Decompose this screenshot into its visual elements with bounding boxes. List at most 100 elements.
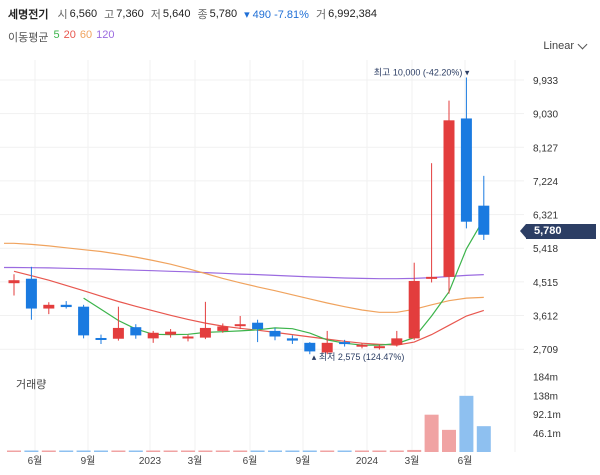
ma60-label: 60 [79,29,93,41]
change-value: ▾ 490 -7.81% [244,8,309,21]
volume-bar [459,395,474,452]
candle-body [95,337,107,340]
y-tick-label: 7,224 [533,177,558,188]
volume-bar [476,426,491,452]
open-value: 6,560 [69,8,98,20]
y-tick-label: 8,127 [533,143,558,154]
candle-body [217,326,229,331]
volume-bar [320,450,335,452]
candle-body [60,304,72,308]
candle-body [199,327,211,338]
candle-body [252,322,264,330]
stock-name[interactable]: 세명전기 [8,9,49,21]
y-tick-label: 9,030 [533,110,558,121]
ma120-line [4,266,484,280]
candle-body [286,338,298,341]
candle-body [234,324,246,327]
volume-bar [94,450,108,452]
candle-body [25,278,37,309]
volume-tick-label: 184m [533,373,558,384]
moving-average-legend[interactable]: 이동평균 5 20 60 120 [8,29,114,45]
x-tick-label: 6월 [243,455,258,467]
scale-label: Linear [543,40,574,52]
volume-bar [372,450,387,452]
candle-body [339,342,351,345]
volume-title: 거래량 [16,379,47,391]
x-tick-label: 2023 [139,456,162,467]
ma20-label: 20 [63,29,76,41]
volume-bar [146,450,161,452]
ma120-label: 120 [96,29,115,41]
volume-tick-label: 92.1m [533,410,561,421]
volume-bar [24,450,39,452]
x-tick-label: 6월 [28,455,43,467]
candle-body [78,306,90,336]
ma60-line [4,242,484,313]
y-tick-label: 4,515 [533,278,558,289]
volume-bar [285,450,300,452]
high-value: 7,360 [116,8,144,20]
volume-bar [250,450,265,452]
candle-body [478,205,490,235]
volume-bar [355,450,369,452]
volume-bar [128,450,143,452]
y-tick-label: 6,321 [533,211,558,222]
volume-bar [337,450,352,452]
x-tick-label: 3월 [188,455,203,467]
low-annotation: ▴ 최저 2,575 (124.47%) [312,352,405,362]
volume-bar [442,429,456,452]
y-tick-label: 3,612 [533,312,558,323]
volume-bar [215,450,230,452]
x-tick-label: 9월 [81,455,96,467]
volume-bar [302,450,317,452]
y-tick-label: 5,418 [533,244,558,255]
x-tick-label: 3월 [405,455,420,467]
volume-value: 6,992,384 [328,8,378,20]
low-label: 저 [150,9,161,21]
candle-body [8,280,20,284]
quote-header: 세명전기 시 6,560 고 7,360 저 5,640 종 5,780 ▾ 4… [8,6,384,22]
candle-body [356,344,368,347]
candle-body [321,342,333,353]
candle-body [373,346,385,349]
volume-bar [181,450,195,452]
high-label: 고 [104,9,115,21]
volume-bar [41,450,56,452]
high-annotation: 최고 10,000 (-42.20%) ▾ [374,67,470,77]
volume-bar [111,450,126,452]
ma20-line [13,270,484,346]
volume-label: 거 [315,9,327,21]
volume-bar [233,450,248,452]
candle-body [304,342,316,352]
open-label: 시 [57,9,68,21]
candle-body [43,304,55,309]
candle-body [269,330,281,337]
volume-bar [424,414,439,452]
volume-bar [7,450,21,452]
candle-body [165,331,177,335]
volume-tick-label: 46.1m [533,429,561,440]
volume-bar [407,449,422,452]
scale-dropdown[interactable]: Linear [543,39,588,52]
volume-bar [198,450,213,452]
candle-body [443,120,455,277]
close-label: 종 [197,9,208,21]
y-tick-label: 9,933 [533,76,558,87]
low-value: 5,640 [162,8,191,20]
volume-bar [76,450,91,452]
candle-body [147,332,159,339]
volume-bar [389,450,404,452]
candle-body [182,336,194,339]
volume-bar [59,450,74,452]
ma-legend-title: 이동평균 [8,32,49,44]
volume-bar [163,450,178,452]
x-tick-label: 9월 [296,455,311,467]
candle-body [130,327,142,336]
close-value: 5,780 [209,8,238,20]
volume-tick-label: 138m [533,391,558,402]
volume-bar [268,450,282,452]
current-price-badge: 5,780 [520,224,596,239]
candle-body [408,280,420,339]
x-tick-label: 6월 [458,455,473,467]
